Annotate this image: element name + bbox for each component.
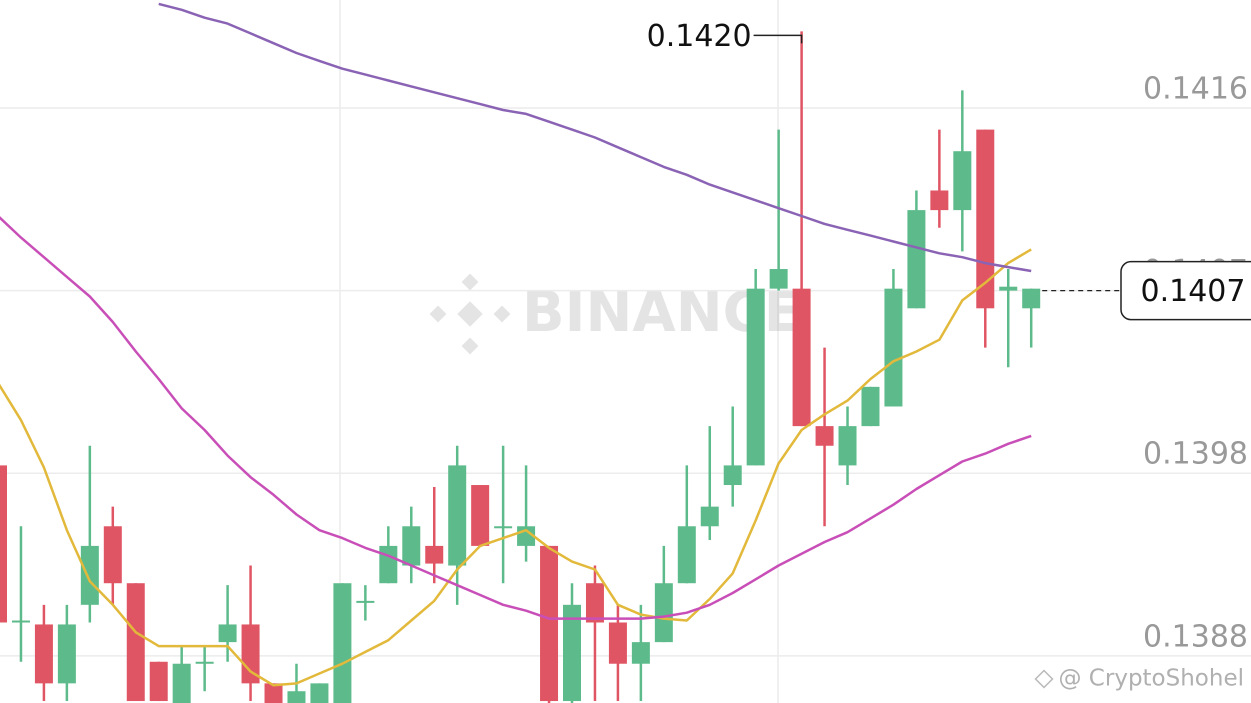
candle-body xyxy=(103,526,122,584)
moving-average-line xyxy=(0,248,1032,687)
candle-body xyxy=(57,624,76,684)
moving-average-line xyxy=(0,216,1032,620)
candle-body xyxy=(677,526,696,584)
candle-body xyxy=(631,642,650,664)
candle-body xyxy=(1022,288,1041,309)
high-annotation-leader xyxy=(753,34,803,44)
candle-body xyxy=(425,545,444,564)
candle-body xyxy=(149,661,168,702)
candle-body xyxy=(838,426,857,466)
candle-body xyxy=(746,288,765,466)
candle-body xyxy=(0,465,7,623)
candle-body xyxy=(34,624,53,684)
candle-body xyxy=(792,288,811,427)
candle-body xyxy=(379,545,398,584)
candle-body xyxy=(540,545,559,702)
candle-body xyxy=(769,269,788,289)
candle-body xyxy=(999,286,1018,291)
candle-body xyxy=(608,622,627,664)
candle-body xyxy=(723,465,742,486)
y-tick-label: 0.1416 xyxy=(1143,72,1248,107)
candle-body xyxy=(264,683,283,703)
candle-body xyxy=(654,583,673,643)
candle-body xyxy=(126,583,145,702)
candle-body xyxy=(287,691,306,703)
candle-body xyxy=(448,465,467,566)
candle-body xyxy=(333,583,352,703)
credit-logo xyxy=(1034,669,1054,689)
candle-body xyxy=(953,151,972,211)
candle-body xyxy=(884,288,903,407)
candle-body xyxy=(700,506,719,527)
candle-body xyxy=(907,210,926,309)
candle-body xyxy=(356,600,375,603)
candle-body xyxy=(494,526,513,529)
watermark: BINANCE xyxy=(429,273,802,355)
candle-body xyxy=(172,663,191,703)
moving-average-line xyxy=(158,2,1032,273)
last-price-label: 0.1407 xyxy=(1141,274,1246,309)
last-price-box xyxy=(1120,260,1251,321)
candle-body xyxy=(563,604,581,702)
candle-body xyxy=(402,526,421,566)
candle-body xyxy=(241,624,260,684)
candle-body xyxy=(310,683,329,703)
candle-body xyxy=(815,426,834,446)
candle-body xyxy=(11,620,30,623)
y-tick-label: 0.1398 xyxy=(1143,437,1248,472)
candle-body xyxy=(930,190,949,211)
candle-body xyxy=(218,624,237,643)
candle-body xyxy=(195,661,214,664)
watermark-logo xyxy=(429,273,511,355)
credit-text: @ CryptoShohel xyxy=(1059,666,1245,692)
y-tick-label: 0.1388 xyxy=(1143,619,1248,654)
candle-body xyxy=(80,545,99,605)
candle-body xyxy=(861,386,880,427)
candle-body xyxy=(471,485,490,546)
high-annotation-label: 0.1420 xyxy=(647,19,752,54)
candle-body xyxy=(585,583,604,623)
